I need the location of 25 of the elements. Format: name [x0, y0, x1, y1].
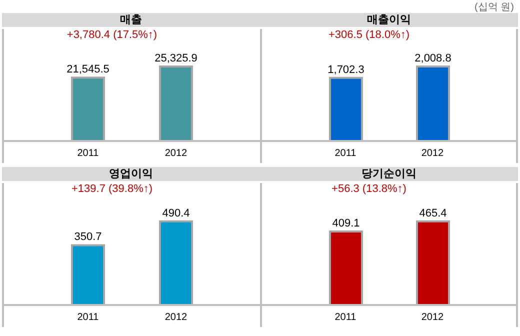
data-label: 465.4: [419, 207, 447, 220]
chart-title: 영업이익: [2, 167, 260, 181]
chart-title: 매출: [2, 13, 260, 27]
data-label: 350.7: [74, 231, 102, 244]
data-label: 409.1: [332, 217, 360, 230]
x-tick-label: 2012: [164, 148, 188, 160]
x-tick-label: 2011: [334, 312, 357, 324]
chart-title: 매출이익: [260, 13, 518, 27]
x-tick-label: 2012: [421, 148, 444, 160]
x-tick-label: 2012: [421, 312, 444, 324]
x-tick-label: 2012: [164, 312, 188, 324]
chart-subtitle: +56.3 (13.8%↑): [330, 183, 408, 197]
text: (십억 원): [474, 2, 514, 13]
x-tick-label: 2011: [77, 312, 100, 324]
x-tick-label: 2011: [77, 148, 100, 160]
chart-title: 당기순이익: [260, 167, 518, 181]
data-label: 1,702.3: [328, 64, 364, 76]
data-label: 2,008.8: [414, 52, 452, 64]
chart-subtitle: +139.7 (39.8%↑): [70, 183, 154, 197]
data-label: 490.4: [162, 207, 190, 220]
data-label: 25,325.9: [154, 52, 198, 64]
x-tick-label: 2011: [334, 148, 357, 160]
chart-subtitle: +3,780.4 (17.5%↑): [66, 29, 158, 43]
chart-subtitle: +306.5 (18.0%↑): [327, 29, 411, 43]
data-label: 21,545.5: [66, 64, 110, 76]
